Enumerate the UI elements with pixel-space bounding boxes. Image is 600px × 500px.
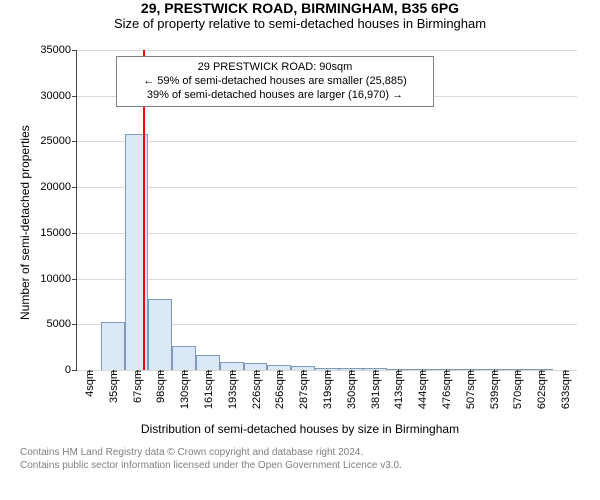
y-tick-label: 20000 bbox=[40, 181, 77, 193]
gridline bbox=[77, 187, 577, 188]
x-tick-label: 226sqm bbox=[249, 370, 263, 409]
property-size-chart: 29, PRESTWICK ROAD, BIRMINGHAM, B35 6PG … bbox=[0, 0, 600, 31]
gridline bbox=[77, 50, 577, 51]
histogram-bar bbox=[125, 134, 149, 370]
x-tick-label: 350sqm bbox=[344, 370, 358, 409]
x-tick-label: 193sqm bbox=[225, 370, 239, 409]
y-tick-label: 15000 bbox=[40, 227, 77, 239]
x-tick-label: 444sqm bbox=[415, 370, 429, 409]
x-tick-label: 633sqm bbox=[558, 370, 572, 409]
x-tick-label: 476sqm bbox=[439, 370, 453, 409]
y-tick-label: 30000 bbox=[40, 90, 77, 102]
annotation-line: 29 PRESTWICK ROAD: 90sqm bbox=[123, 61, 427, 75]
x-tick-label: 4sqm bbox=[82, 370, 96, 397]
x-tick-label: 602sqm bbox=[534, 370, 548, 409]
footer-line: Contains public sector information licen… bbox=[20, 459, 402, 472]
annotation-line: 39% of semi-detached houses are larger (… bbox=[123, 89, 427, 103]
x-tick-label: 507sqm bbox=[463, 370, 477, 409]
x-tick-label: 413sqm bbox=[391, 370, 405, 409]
footer-line: Contains HM Land Registry data © Crown c… bbox=[20, 446, 402, 459]
x-tick-label: 287sqm bbox=[296, 370, 310, 409]
gridline bbox=[77, 141, 577, 142]
x-tick-label: 570sqm bbox=[510, 370, 524, 409]
chart-title: 29, PRESTWICK ROAD, BIRMINGHAM, B35 6PG bbox=[0, 0, 600, 16]
annotation-box: 29 PRESTWICK ROAD: 90sqm ← 59% of semi-d… bbox=[116, 56, 434, 107]
gridline bbox=[77, 233, 577, 234]
x-axis-label: Distribution of semi-detached houses by … bbox=[0, 422, 600, 436]
histogram-bar bbox=[172, 346, 196, 370]
histogram-bar bbox=[101, 322, 125, 370]
gridline bbox=[77, 279, 577, 280]
x-tick-label: 161sqm bbox=[201, 370, 215, 409]
y-tick-label: 0 bbox=[65, 364, 77, 376]
x-tick-label: 539sqm bbox=[487, 370, 501, 409]
x-tick-label: 130sqm bbox=[177, 370, 191, 409]
x-tick-label: 381sqm bbox=[368, 370, 382, 409]
y-tick-label: 35000 bbox=[40, 44, 77, 56]
y-tick-label: 5000 bbox=[47, 318, 77, 330]
x-tick-label: 35sqm bbox=[106, 370, 120, 403]
annotation-line: ← 59% of semi-detached houses are smalle… bbox=[123, 75, 427, 89]
x-tick-label: 319sqm bbox=[320, 370, 334, 409]
histogram-bar bbox=[220, 362, 244, 370]
x-tick-label: 256sqm bbox=[272, 370, 286, 409]
histogram-bar bbox=[244, 363, 268, 370]
footer-attribution: Contains HM Land Registry data © Crown c… bbox=[20, 446, 402, 472]
histogram-bar bbox=[196, 355, 220, 370]
x-tick-label: 98sqm bbox=[153, 370, 167, 403]
chart-subtitle: Size of property relative to semi-detach… bbox=[0, 16, 600, 31]
x-tick-label: 67sqm bbox=[130, 370, 144, 403]
y-axis-label: Number of semi-detached properties bbox=[18, 125, 32, 320]
histogram-bar bbox=[148, 299, 172, 370]
y-tick-label: 10000 bbox=[40, 273, 77, 285]
y-tick-label: 25000 bbox=[40, 135, 77, 147]
